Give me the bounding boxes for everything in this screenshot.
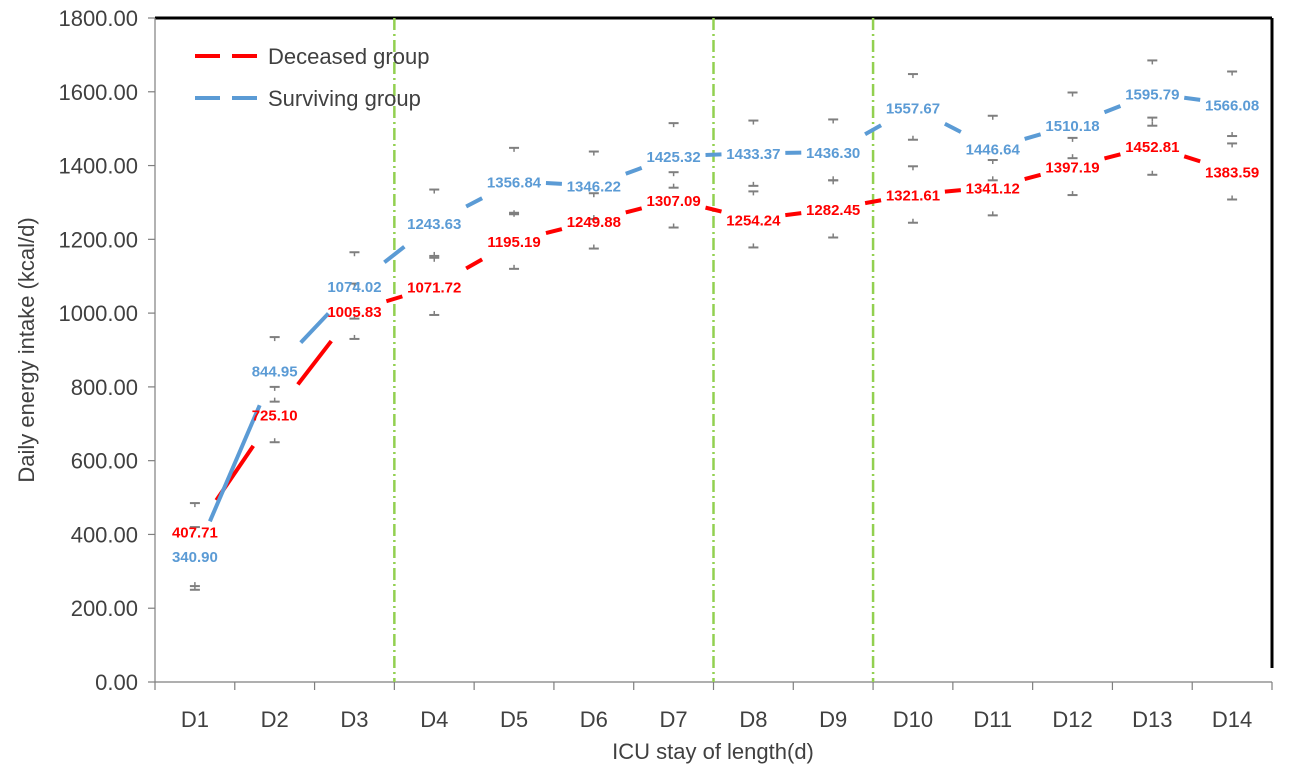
deceased-line-segment xyxy=(864,198,882,206)
deceased-line-segment xyxy=(1024,172,1042,181)
deceased-line-segment xyxy=(625,206,643,215)
surviving-data-label: 1595.79 xyxy=(1125,86,1179,103)
surviving-line-segment xyxy=(625,166,643,176)
y-axis-ticks: 0.00 200.00 400.00 600.00 800.00 1000.00 1200.… xyxy=(58,6,155,695)
deceased-data-label: 1249.88 xyxy=(567,214,621,231)
deceased-line-segment xyxy=(1103,152,1121,161)
surviving-line-segment xyxy=(208,404,262,523)
error-bars xyxy=(189,59,1238,591)
deceased-data-label: 1195.19 xyxy=(487,234,540,251)
surviving-line-segment xyxy=(383,245,406,264)
y-tick-label: 200.00 xyxy=(71,596,138,621)
surviving-data-label: 1356.84 xyxy=(487,174,542,191)
surviving-line-segment xyxy=(864,123,883,137)
y-tick-label: 1600.00 xyxy=(58,80,138,105)
y-tick-label: 1800.00 xyxy=(58,6,138,31)
surviving-data-label: 1346.22 xyxy=(567,178,621,195)
y-tick-label: 1400.00 xyxy=(58,154,138,179)
deceased-line-segment xyxy=(385,294,403,304)
x-tick-label: D3 xyxy=(340,707,368,732)
x-tick-label: D4 xyxy=(420,707,448,732)
deceased-data-label: 1282.45 xyxy=(806,202,860,219)
deceased-data-label: 1452.81 xyxy=(1125,139,1179,156)
surviving-line-segment xyxy=(1183,95,1201,102)
y-tick-label: 800.00 xyxy=(71,375,138,400)
surviving-data-label: 1566.08 xyxy=(1205,97,1259,114)
legend-label-deceased: Deceased group xyxy=(268,44,429,69)
x-tick-label: D10 xyxy=(893,707,933,732)
y-tick-label: 0.00 xyxy=(95,670,138,695)
surviving-line-segment xyxy=(943,121,962,134)
surviving-data-label: 1425.32 xyxy=(646,149,700,166)
deceased-data-label: 1307.09 xyxy=(646,193,700,210)
deceased-data-label: 1383.59 xyxy=(1205,165,1259,182)
x-tick-label: D7 xyxy=(660,707,688,732)
deceased-data-label: 1005.83 xyxy=(327,304,381,321)
y-tick-label: 1000.00 xyxy=(58,301,138,326)
y-tick-label: 600.00 xyxy=(71,449,138,474)
surviving-line-segment xyxy=(1103,104,1122,115)
surviving-line-segment xyxy=(299,312,330,345)
surviving-data-label: 1243.63 xyxy=(407,216,461,233)
surviving-line-segment xyxy=(705,152,722,158)
deceased-data-label: 1321.61 xyxy=(886,187,940,204)
surviving-data-label: 340.90 xyxy=(172,549,218,566)
deceased-data-label: 1071.72 xyxy=(407,280,461,297)
surviving-data-label: 1074.02 xyxy=(327,279,381,296)
legend: Deceased group Surviving group xyxy=(195,44,429,111)
x-tick-label: D8 xyxy=(739,707,767,732)
x-tick-label: D12 xyxy=(1052,707,1092,732)
surviving-data-label: 1436.30 xyxy=(806,145,860,162)
x-tick-label: D5 xyxy=(500,707,528,732)
x-tick-label: D1 xyxy=(181,707,209,732)
x-tick-label: D11 xyxy=(973,707,1012,732)
data-labels: 407.71 725.10 1005.83 1071.72 1195.19 1249.88… xyxy=(172,86,1259,566)
x-tick-label: D6 xyxy=(580,707,608,732)
deceased-line-segment xyxy=(1183,154,1201,164)
deceased-line-segment xyxy=(465,257,484,271)
x-axis-ticks: D1 D2 D3 D4 D5 D6 D7 D8 D9 D10 D11 D12 D13 D14 xyxy=(154,682,1273,732)
surviving-data-label: 1557.67 xyxy=(886,100,940,117)
legend-label-surviving: Surviving group xyxy=(268,86,421,111)
deceased-line-segment xyxy=(296,339,333,386)
surviving-data-label: 1433.37 xyxy=(726,146,780,163)
x-tick-label: D13 xyxy=(1132,707,1172,732)
x-tick-label: D9 xyxy=(819,707,847,732)
deceased-data-label: 407.71 xyxy=(172,525,218,542)
deceased-data-label: 1397.19 xyxy=(1045,160,1099,177)
deceased-data-label: 725.10 xyxy=(252,408,298,425)
surviving-line-segment xyxy=(1024,132,1042,141)
series-lines xyxy=(208,95,1201,523)
x-tick-label: D14 xyxy=(1212,707,1252,732)
deceased-line-segment xyxy=(785,211,802,218)
x-tick-label: D2 xyxy=(261,707,289,732)
x-axis-title: ICU stay of length(d) xyxy=(612,739,814,764)
deceased-data-label: 1341.12 xyxy=(966,180,1020,197)
y-tick-label: 1200.00 xyxy=(58,227,138,252)
reference-lines xyxy=(393,18,875,682)
y-axis-title: Daily energy intake (kcal/d) xyxy=(14,217,39,482)
deceased-line-segment xyxy=(545,227,563,235)
surviving-data-label: 844.95 xyxy=(252,363,298,380)
deceased-line-segment xyxy=(944,188,962,194)
surviving-line-segment xyxy=(545,181,563,186)
surviving-data-label: 1446.64 xyxy=(966,141,1021,158)
deceased-data-label: 1254.24 xyxy=(726,212,781,229)
y-tick-label: 400.00 xyxy=(71,522,138,547)
surviving-line-segment xyxy=(465,196,484,209)
deceased-line-segment xyxy=(705,205,722,214)
surviving-data-label: 1510.18 xyxy=(1045,118,1099,135)
